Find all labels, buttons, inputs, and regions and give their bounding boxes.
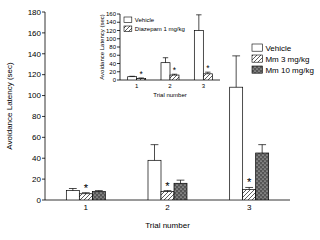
x-tick-label: 3 [247, 203, 252, 212]
legend-label: Vehicle [265, 44, 291, 53]
y-tick-label: 60 [32, 133, 41, 142]
x-tick-label: 2 [165, 203, 170, 212]
bar [170, 75, 179, 80]
y-tick [42, 74, 45, 75]
y-tick [117, 47, 120, 48]
error-bar [129, 76, 134, 77]
legend-swatch [252, 66, 262, 73]
error-bar [69, 189, 77, 191]
y-tick-label: 140 [106, 19, 117, 25]
legend: Vehicle Mm 3 mg/kg Mm 10 mg/kg [252, 44, 314, 75]
error-bar [177, 180, 185, 183]
annotation: * [247, 176, 252, 188]
figure: 020406080100120140160180Avoidance Latenc… [0, 0, 320, 240]
bar [174, 183, 187, 200]
legend-swatch [252, 55, 262, 62]
y-tick [117, 38, 120, 39]
y-tick [42, 53, 45, 54]
x-axis-label: Trial number [145, 221, 190, 230]
chart: 020406080100120140160180Avoidance Latenc… [5, 8, 314, 230]
annotation: * [173, 65, 177, 75]
y-tick-label: 160 [28, 29, 42, 38]
y-tick-label: 20 [109, 69, 116, 75]
bars [128, 15, 213, 80]
y-tick-label: 20 [32, 175, 41, 184]
legend-label: Mm 3 mg/kg [265, 55, 309, 64]
bar [161, 192, 174, 200]
legend: Vehicle Diazepam 1 mg/kg [124, 17, 185, 32]
y-tick [117, 55, 120, 56]
bar [194, 31, 203, 81]
bar [79, 194, 92, 200]
bar [92, 192, 105, 200]
y-tick [42, 12, 45, 13]
y-tick-label: 120 [106, 28, 117, 34]
y-tick [42, 95, 45, 96]
x-tick-label: 3 [202, 83, 206, 89]
annotation: * [140, 69, 144, 79]
legend-label: Vehicle [135, 17, 155, 23]
bar [230, 87, 243, 200]
bar [256, 153, 269, 200]
y-tick-label: 100 [106, 36, 117, 42]
y-tick-label: 140 [28, 50, 42, 59]
x-tick-label: 1 [135, 83, 139, 89]
bar [243, 190, 256, 200]
y-tick [117, 80, 120, 81]
annotation: * [84, 182, 89, 194]
y-axis [45, 12, 46, 200]
bar [66, 191, 79, 200]
y-axis-label: Avoidance Latency (sec) [5, 62, 14, 150]
y-tick-label: 100 [28, 91, 42, 100]
bar [203, 74, 212, 80]
y-tick-label: 0 [37, 196, 42, 205]
y-tick [117, 71, 120, 72]
y-tick-label: 40 [32, 154, 41, 163]
y-axis [120, 14, 121, 80]
y-tick-label: 0 [113, 77, 117, 83]
bars [66, 56, 268, 200]
annotation: * [206, 63, 210, 73]
x-axis-label: Trial number [153, 92, 186, 98]
y-tick-label: 40 [109, 61, 116, 67]
y-tick-label: 120 [28, 70, 42, 79]
y-tick [42, 158, 45, 159]
y-tick-label: 180 [28, 8, 42, 17]
y-tick [42, 116, 45, 117]
error-bar [95, 191, 103, 192]
error-bar [258, 145, 266, 153]
y-tick-label: 60 [109, 52, 116, 58]
legend-swatch [124, 26, 132, 31]
y-tick-label: 80 [32, 112, 41, 121]
y-axis-label: Avoidance Latency (sec) [99, 14, 105, 80]
y-tick [117, 22, 120, 23]
y-tick [42, 137, 45, 138]
x-tick-label: 2 [168, 83, 172, 89]
legend-swatch [124, 17, 132, 22]
annotation: * [165, 180, 170, 192]
error-bar [196, 15, 201, 31]
y-tick [117, 63, 120, 64]
x-tick-label: 1 [84, 203, 89, 212]
bar [148, 160, 161, 200]
y-tick-label: 160 [106, 11, 117, 17]
y-tick [42, 179, 45, 180]
y-tick [42, 200, 45, 201]
legend-swatch [252, 44, 262, 51]
y-tick [117, 30, 120, 31]
bar [161, 63, 170, 80]
error-bar [151, 145, 159, 161]
y-tick [117, 14, 120, 15]
bar [128, 77, 137, 80]
legend-label: Mm 10 mg/kg [265, 66, 313, 75]
y-tick [42, 32, 45, 33]
y-tick-label: 80 [109, 44, 116, 50]
chart: 0 20 40 60 80 100 120 140 160Avoidance Latency (… [99, 11, 220, 98]
error-bar [232, 56, 240, 87]
legend-label: Diazepam 1 mg/kg [135, 26, 185, 32]
error-bar [163, 58, 168, 63]
